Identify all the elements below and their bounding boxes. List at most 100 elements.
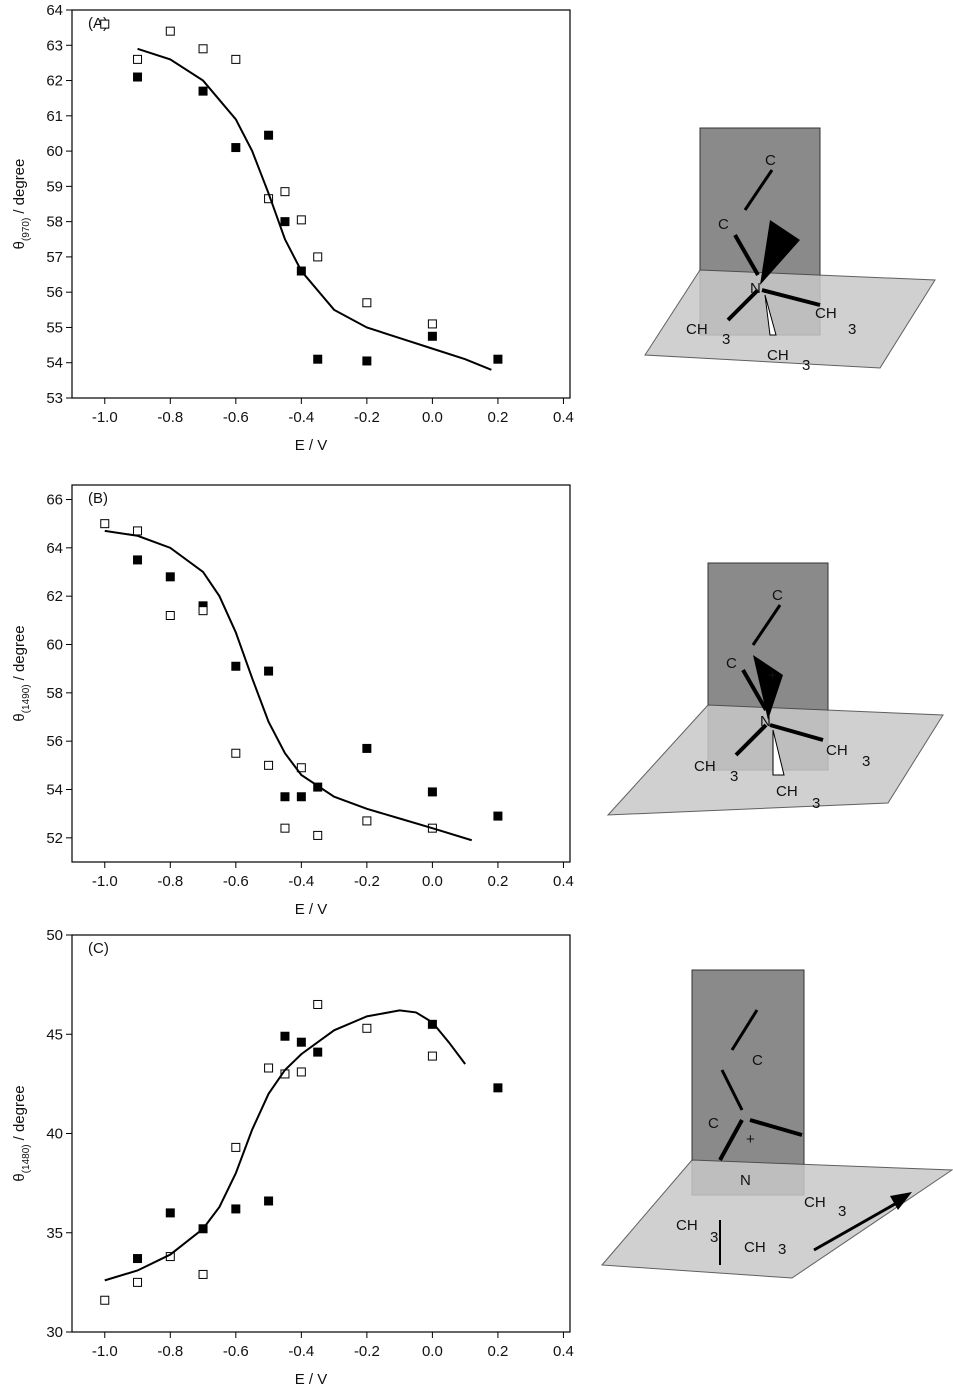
- x-tick-label: -0.8: [157, 409, 183, 426]
- data-point: [133, 1254, 143, 1264]
- diagram-label: 3: [862, 753, 870, 770]
- data-point: [313, 782, 323, 792]
- y-axis-label: θ(1490) / degree: [11, 625, 32, 721]
- y-tick-label: 63: [46, 37, 63, 54]
- data-point: [280, 217, 290, 227]
- x-tick-label: 0.0: [422, 1343, 443, 1360]
- y-tick-label: 56: [46, 284, 63, 301]
- x-tick-label: -0.6: [223, 409, 249, 426]
- diagram-b: [606, 562, 944, 816]
- x-tick-label: -0.8: [157, 1343, 183, 1360]
- y-tick-label: 64: [46, 2, 63, 19]
- diagram-label: 3: [722, 331, 730, 348]
- data-point: [198, 606, 208, 616]
- data-point: [280, 1031, 290, 1041]
- y-label-symbol: θ: [11, 1173, 28, 1181]
- data-point: [198, 1269, 208, 1279]
- data-point: [296, 215, 306, 225]
- data-point: [264, 1196, 274, 1206]
- data-point: [313, 999, 323, 1009]
- data-point: [313, 830, 323, 840]
- y-axis-label: θ(970) / degree: [11, 159, 32, 250]
- y-tick-label: 53: [46, 390, 63, 407]
- data-point: [198, 86, 208, 96]
- data-point: [313, 354, 323, 364]
- x-tick-label: -0.4: [288, 873, 314, 890]
- plot-frame: [71, 9, 571, 399]
- y-tick-label: 60: [46, 143, 63, 160]
- data-point: [493, 354, 503, 364]
- data-point: [493, 1083, 503, 1093]
- x-tick-label: 0.4: [553, 873, 574, 890]
- x-tick-label: 0.2: [487, 873, 508, 890]
- x-axis-label: E / V: [295, 437, 328, 454]
- diagram-label: 3: [778, 1241, 786, 1258]
- data-point: [296, 763, 306, 773]
- fit-curve: [104, 529, 473, 842]
- data-point: [362, 356, 372, 366]
- data-point: [264, 130, 274, 140]
- x-tick-label: 0.2: [487, 409, 508, 426]
- diagram-label: 3: [812, 795, 820, 812]
- data-point: [493, 811, 503, 821]
- fit-curve: [104, 1009, 466, 1282]
- panel-label: (C): [88, 940, 109, 957]
- diagram-label: C: [772, 587, 783, 604]
- y-tick-label: 61: [46, 108, 63, 125]
- diagram-label: N: [750, 280, 761, 297]
- data-point: [231, 1204, 241, 1214]
- y-tick-label: 45: [46, 1026, 63, 1043]
- data-point: [165, 1208, 175, 1218]
- diagram-label: N: [760, 713, 771, 730]
- x-tick-label: -0.2: [354, 873, 380, 890]
- y-tick-label: 66: [46, 492, 63, 509]
- data-point: [100, 1295, 110, 1305]
- data-point: [264, 1063, 274, 1073]
- diagram-label: C: [708, 1115, 719, 1132]
- data-point: [231, 748, 241, 758]
- data-point: [427, 1051, 437, 1061]
- data-point: [427, 331, 437, 341]
- data-point: [231, 143, 241, 153]
- diagram-label: C: [726, 655, 737, 672]
- x-tick-label: -0.2: [354, 409, 380, 426]
- y-tick-label: 59: [46, 178, 63, 195]
- y-axis-label: θ(1480) / degree: [11, 1085, 32, 1181]
- y-label-symbol: θ: [11, 241, 28, 249]
- y-tick-label: 62: [46, 73, 63, 90]
- data-point: [231, 54, 241, 64]
- data-point: [133, 1277, 143, 1287]
- data-point: [280, 792, 290, 802]
- data-point: [198, 44, 208, 54]
- y-tick-label: 54: [46, 782, 63, 799]
- diagram-label: CH: [767, 347, 789, 364]
- y-label-symbol: θ: [11, 713, 28, 721]
- data-point: [165, 611, 175, 620]
- x-tick-label: -0.6: [223, 873, 249, 890]
- data-point: [133, 555, 143, 565]
- data-point: [100, 19, 110, 29]
- diagram-label: CH: [826, 742, 848, 759]
- diagram-label: CH: [744, 1239, 766, 1256]
- y-tick-label: 58: [46, 685, 63, 702]
- diagram-label: C: [718, 216, 729, 233]
- y-label-subscript: (1490): [21, 684, 32, 713]
- diagram-label: N: [740, 1172, 751, 1189]
- y-tick-label: 56: [46, 733, 63, 750]
- y-tick-label: 64: [46, 540, 63, 557]
- data-point: [231, 1142, 241, 1152]
- x-tick-label: 0.4: [553, 1343, 574, 1360]
- x-axis-label: E / V: [295, 1371, 328, 1388]
- diagram-a: [644, 127, 936, 369]
- data-point: [296, 1037, 306, 1047]
- diagram-label: C: [765, 152, 776, 169]
- data-point: [296, 792, 306, 802]
- diagram-label: +: [768, 667, 777, 684]
- y-label-text: / degree: [11, 159, 28, 214]
- x-tick-label: 0.4: [553, 409, 574, 426]
- diagram-label: CH: [804, 1194, 826, 1211]
- diagram-c: [600, 969, 953, 1279]
- y-tick-label: 30: [46, 1324, 63, 1341]
- fit-curve: [137, 47, 492, 371]
- data-point: [427, 787, 437, 797]
